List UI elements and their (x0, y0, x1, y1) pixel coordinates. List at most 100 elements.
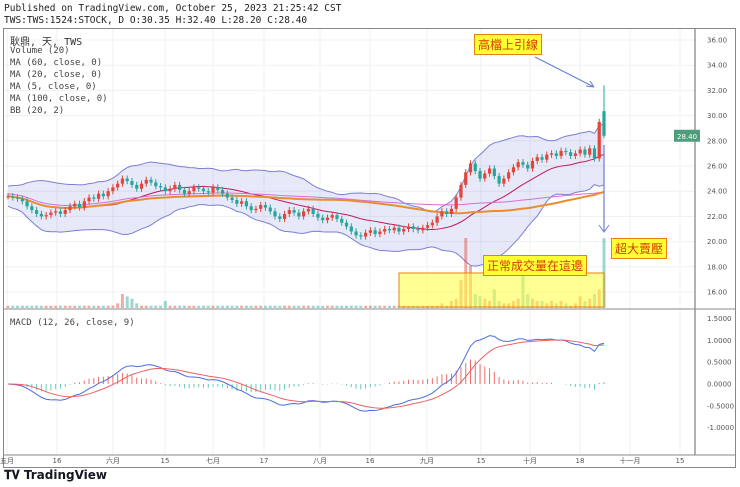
candle-body (63, 210, 67, 214)
volume-bar (92, 305, 96, 308)
price-tick-label: 16.00 (707, 289, 727, 297)
macd-line (7, 335, 605, 412)
volume-bar (154, 305, 158, 308)
volume-bar (302, 305, 306, 308)
candle-body (68, 206, 72, 211)
candle-body (564, 150, 568, 153)
candle-body (530, 160, 535, 169)
candle-body (192, 187, 196, 192)
candle-body (511, 167, 516, 173)
volume-bar (330, 305, 334, 308)
candle-body (454, 197, 458, 209)
candle-body (44, 215, 48, 217)
candle-body (302, 211, 306, 217)
legend-volume: Volume (20) (10, 46, 70, 56)
candle-body (478, 171, 482, 179)
candle-body (559, 150, 563, 156)
candle-body (216, 187, 220, 190)
volume-bar (244, 305, 248, 308)
candle-body (602, 111, 606, 136)
published-line: Published on TradingView.com, October 25… (4, 3, 342, 14)
volume-bar (163, 301, 167, 308)
candle-body (101, 193, 105, 197)
candle-body (549, 153, 554, 155)
legend-ma100: MA (100, close, 0) (10, 94, 108, 104)
volume-bar (283, 305, 287, 308)
ma60-line (7, 191, 605, 215)
legend-ma60: MA (60, close, 0) (10, 58, 103, 68)
volume-bar (316, 305, 320, 308)
candle-body (230, 197, 234, 201)
volume-bar (216, 305, 220, 308)
volume-bar (354, 305, 358, 308)
price-tick-label: 32.00 (707, 87, 727, 95)
candle-body (278, 216, 282, 219)
candle-body (25, 201, 29, 207)
legend-macd: MACD (12, 26, close, 9) (10, 318, 135, 328)
candle-body (58, 211, 63, 214)
candle-body (497, 176, 501, 184)
volume-bar (349, 305, 353, 308)
price-tick-label: 22.00 (707, 213, 727, 221)
candle-body (321, 217, 325, 221)
candle-body (378, 231, 382, 235)
chart-frame[interactable] (3, 28, 736, 468)
candle-body (373, 230, 377, 235)
candle-body (421, 227, 425, 231)
bb-lower-line (7, 183, 605, 267)
price-tick-label: 20.00 (707, 238, 727, 246)
candle-body (125, 178, 129, 182)
volume-bar (54, 305, 58, 308)
candle-body (249, 206, 253, 211)
candle-body (507, 172, 511, 179)
annotation-upper-shadow: 高檔上引線 (474, 34, 543, 55)
volume-bar (20, 305, 24, 308)
volume-bar (101, 305, 105, 308)
candle-body (197, 187, 201, 189)
candle-body (263, 205, 268, 208)
candle-body (554, 153, 558, 156)
volume-bar (63, 305, 67, 308)
volume-bar (263, 305, 267, 308)
volume-bar (259, 305, 263, 308)
volume-bar (287, 305, 291, 308)
x-tick-label: 15 (161, 457, 170, 465)
candle-body (201, 188, 206, 192)
candle-body (120, 178, 125, 184)
volume-bar (35, 305, 39, 308)
volume-bar (211, 305, 215, 308)
candle-body (15, 197, 20, 199)
candle-body (311, 208, 315, 214)
volume-bar (359, 305, 363, 308)
candle-body (578, 149, 582, 154)
candle-body (306, 208, 310, 212)
volume-bar (73, 305, 77, 308)
volume-bar (325, 305, 329, 308)
price-tick-label: 24.00 (707, 188, 727, 196)
volume-bar (144, 305, 148, 308)
candle-body (144, 179, 148, 184)
volume-bar (364, 305, 368, 308)
candle-body (573, 153, 577, 156)
candle-body (77, 203, 82, 208)
volume-bar (16, 305, 20, 308)
volume-bar (240, 305, 244, 308)
candle-body (416, 229, 420, 231)
candle-body (111, 187, 115, 192)
candle-body (82, 201, 86, 208)
volume-bar (159, 305, 163, 308)
candle-body (49, 212, 53, 216)
candle-body (459, 184, 463, 198)
x-tick-label: 八月 (313, 457, 327, 465)
candle-body (540, 157, 544, 160)
volume-bar (201, 305, 205, 308)
volume-bar (97, 305, 101, 308)
volume-bar (306, 305, 310, 308)
ma100-line (7, 191, 605, 206)
candle-body (402, 229, 406, 232)
volume-bar (149, 305, 153, 308)
arrow-head-icon (585, 80, 595, 88)
candle-body (521, 162, 525, 165)
volume-bar (111, 305, 115, 308)
